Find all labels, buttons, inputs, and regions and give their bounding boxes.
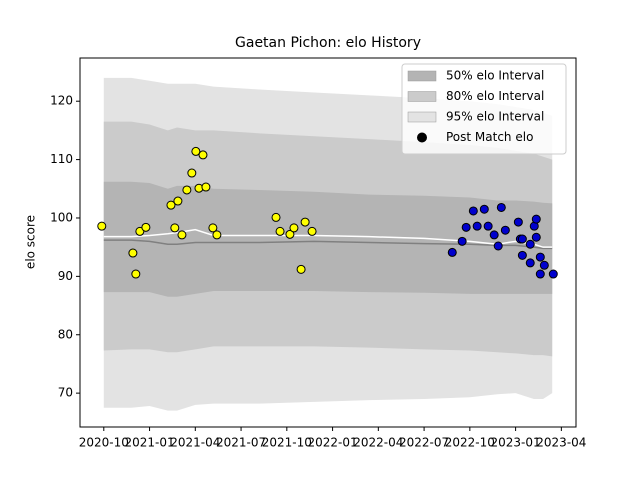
legend-label: 95% elo Interval — [446, 110, 544, 124]
data-point — [208, 223, 218, 233]
data-point — [198, 150, 208, 160]
data-point — [289, 223, 299, 233]
data-point — [166, 200, 176, 210]
data-point — [493, 241, 503, 251]
legend-swatch — [407, 111, 437, 123]
data-point — [271, 212, 281, 222]
data-point — [517, 234, 527, 244]
legend-label: Post Match elo — [446, 130, 533, 144]
data-point — [182, 185, 192, 195]
data-point — [187, 168, 197, 178]
y-axis-label: elo score — [24, 215, 38, 269]
legend-swatch — [407, 91, 437, 102]
legend-label: 50% elo Interval — [446, 69, 544, 83]
x-tick-label: 2023-04 — [536, 436, 586, 450]
data-point — [173, 196, 183, 206]
chart-title: Gaetan Pichon: elo History — [235, 35, 421, 51]
data-point — [525, 258, 535, 268]
data-point — [517, 250, 527, 260]
data-point — [535, 252, 545, 262]
data-point — [131, 269, 141, 279]
data-point — [457, 236, 467, 246]
y-tick-label: 80 — [58, 327, 73, 341]
x-tick-label: 2021-01 — [124, 436, 174, 450]
x-tick-label: 2022-01 — [308, 436, 358, 450]
data-point — [472, 221, 482, 231]
data-point — [296, 264, 306, 274]
data-point — [201, 182, 211, 192]
y-tick-label: 70 — [58, 386, 73, 400]
legend-marker — [417, 132, 427, 143]
trend-line — [103, 239, 553, 250]
legend-label: 80% elo Interval — [446, 89, 544, 103]
y-tick-label: 120 — [50, 94, 73, 108]
data-point — [535, 269, 545, 279]
legend-box — [401, 63, 567, 155]
legend-swatch — [407, 70, 437, 82]
data-point — [483, 221, 493, 231]
data-point — [461, 222, 471, 232]
x-tick-label: 2022-10 — [445, 436, 495, 450]
data-point — [531, 232, 541, 242]
data-point — [300, 217, 310, 227]
x-tick-label: 2021-10 — [262, 436, 312, 450]
data-point — [447, 247, 457, 257]
data-point — [513, 217, 523, 227]
data-point — [135, 226, 145, 236]
data-point — [275, 226, 285, 236]
data-point — [170, 223, 180, 233]
data-point — [97, 221, 107, 231]
data-point — [500, 225, 510, 235]
data-point — [525, 239, 535, 249]
x-tick-label: 2022-07 — [399, 436, 449, 450]
interval-band — [103, 181, 553, 297]
x-tick-label: 2021-07 — [216, 436, 266, 450]
y-tick-label: 110 — [50, 152, 73, 166]
data-point — [468, 206, 478, 216]
y-tick-label: 100 — [50, 210, 73, 224]
data-point — [307, 226, 317, 236]
y-tick-label: 90 — [58, 269, 73, 283]
x-tick-label: 2022-04 — [353, 436, 403, 450]
data-point — [128, 248, 138, 258]
data-point — [479, 204, 489, 214]
data-point — [177, 230, 187, 240]
x-tick-label: 2020-10 — [79, 436, 129, 450]
data-point — [496, 202, 506, 212]
plot-frame — [79, 57, 577, 428]
x-tick-label: 2021-04 — [170, 436, 220, 450]
data-point — [191, 146, 201, 156]
data-point — [212, 230, 222, 240]
data-point — [141, 222, 151, 232]
data-point — [489, 230, 499, 240]
data-point — [285, 229, 295, 239]
x-tick-label: 2023-01 — [491, 436, 541, 450]
data-point — [548, 269, 558, 279]
data-point — [531, 214, 541, 224]
data-point — [539, 260, 549, 270]
